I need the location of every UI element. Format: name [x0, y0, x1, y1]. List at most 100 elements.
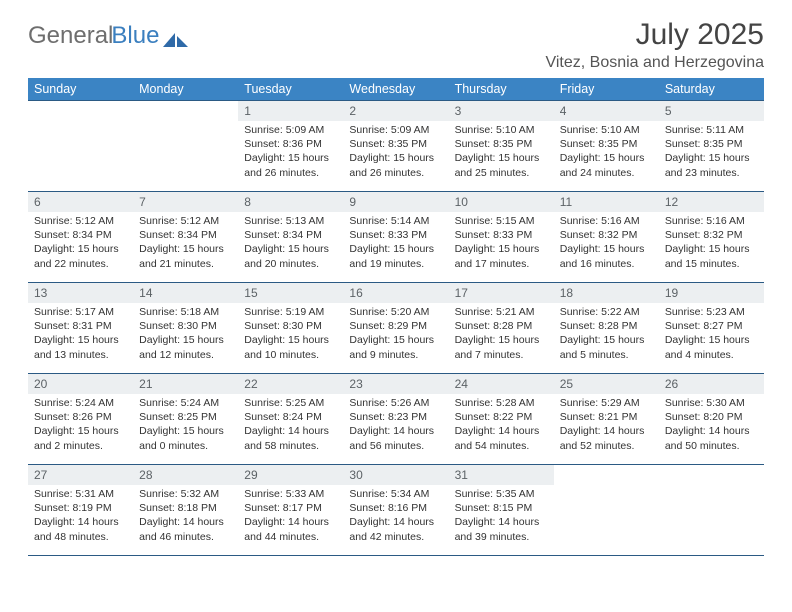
- weekday-sunday: Sunday: [28, 78, 133, 101]
- weekday-tuesday: Tuesday: [238, 78, 343, 101]
- day-number-cell: 2: [343, 101, 448, 122]
- sunrise-text: Sunrise: 5:26 AM: [349, 396, 442, 410]
- sunrise-text: Sunrise: 5:21 AM: [455, 305, 548, 319]
- day-content-cell: Sunrise: 5:31 AMSunset: 8:19 PMDaylight:…: [28, 485, 133, 556]
- sunrise-text: Sunrise: 5:12 AM: [139, 214, 232, 228]
- sunset-text: Sunset: 8:32 PM: [665, 228, 758, 242]
- brand-name-2: Blue: [111, 22, 159, 50]
- day-number-cell: [133, 101, 238, 122]
- day-content-cell: Sunrise: 5:13 AMSunset: 8:34 PMDaylight:…: [238, 212, 343, 283]
- sunrise-text: Sunrise: 5:33 AM: [244, 487, 337, 501]
- sunrise-text: Sunrise: 5:18 AM: [139, 305, 232, 319]
- day-number-cell: 8: [238, 192, 343, 213]
- day-number-row: 20212223242526: [28, 374, 764, 395]
- day-number-cell: 13: [28, 283, 133, 304]
- sunset-text: Sunset: 8:19 PM: [34, 501, 127, 515]
- daylight-text: Daylight: 15 hours and 7 minutes.: [455, 333, 548, 361]
- daylight-text: Daylight: 14 hours and 56 minutes.: [349, 424, 442, 452]
- daylight-text: Daylight: 15 hours and 17 minutes.: [455, 242, 548, 270]
- sunrise-text: Sunrise: 5:24 AM: [34, 396, 127, 410]
- location: Vitez, Bosnia and Herzegovina: [545, 54, 764, 72]
- title-block: July 2025 Vitez, Bosnia and Herzegovina: [545, 18, 764, 72]
- sunrise-text: Sunrise: 5:35 AM: [455, 487, 548, 501]
- sunrise-text: Sunrise: 5:09 AM: [349, 123, 442, 137]
- daylight-text: Daylight: 15 hours and 25 minutes.: [455, 151, 548, 179]
- day-number-row: 12345: [28, 101, 764, 122]
- daylight-text: Daylight: 14 hours and 50 minutes.: [665, 424, 758, 452]
- day-content-cell: [133, 121, 238, 192]
- daylight-text: Daylight: 15 hours and 4 minutes.: [665, 333, 758, 361]
- day-content-cell: Sunrise: 5:12 AMSunset: 8:34 PMDaylight:…: [133, 212, 238, 283]
- daylight-text: Daylight: 15 hours and 2 minutes.: [34, 424, 127, 452]
- daylight-text: Daylight: 14 hours and 54 minutes.: [455, 424, 548, 452]
- day-number-cell: 12: [659, 192, 764, 213]
- day-content-row: Sunrise: 5:09 AMSunset: 8:36 PMDaylight:…: [28, 121, 764, 192]
- day-number-cell: 26: [659, 374, 764, 395]
- day-content-cell: Sunrise: 5:35 AMSunset: 8:15 PMDaylight:…: [449, 485, 554, 556]
- sunset-text: Sunset: 8:18 PM: [139, 501, 232, 515]
- sunrise-text: Sunrise: 5:11 AM: [665, 123, 758, 137]
- day-number-cell: 6: [28, 192, 133, 213]
- day-content-cell: Sunrise: 5:20 AMSunset: 8:29 PMDaylight:…: [343, 303, 448, 374]
- sunrise-text: Sunrise: 5:34 AM: [349, 487, 442, 501]
- day-content-cell: Sunrise: 5:28 AMSunset: 8:22 PMDaylight:…: [449, 394, 554, 465]
- day-content-cell: Sunrise: 5:09 AMSunset: 8:36 PMDaylight:…: [238, 121, 343, 192]
- day-number-cell: 11: [554, 192, 659, 213]
- day-content-row: Sunrise: 5:31 AMSunset: 8:19 PMDaylight:…: [28, 485, 764, 556]
- day-number-row: 6789101112: [28, 192, 764, 213]
- daylight-text: Daylight: 15 hours and 23 minutes.: [665, 151, 758, 179]
- sunset-text: Sunset: 8:28 PM: [560, 319, 653, 333]
- sunrise-text: Sunrise: 5:17 AM: [34, 305, 127, 319]
- day-content-cell: Sunrise: 5:25 AMSunset: 8:24 PMDaylight:…: [238, 394, 343, 465]
- sunrise-text: Sunrise: 5:09 AM: [244, 123, 337, 137]
- day-content-cell: Sunrise: 5:19 AMSunset: 8:30 PMDaylight:…: [238, 303, 343, 374]
- daylight-text: Daylight: 15 hours and 5 minutes.: [560, 333, 653, 361]
- daylight-text: Daylight: 14 hours and 58 minutes.: [244, 424, 337, 452]
- day-number-cell: 1: [238, 101, 343, 122]
- sunrise-text: Sunrise: 5:13 AM: [244, 214, 337, 228]
- day-content-cell: Sunrise: 5:11 AMSunset: 8:35 PMDaylight:…: [659, 121, 764, 192]
- sunset-text: Sunset: 8:28 PM: [455, 319, 548, 333]
- day-number-cell: 15: [238, 283, 343, 304]
- day-number-cell: 7: [133, 192, 238, 213]
- day-number-cell: 16: [343, 283, 448, 304]
- day-content-cell: [659, 485, 764, 556]
- daylight-text: Daylight: 15 hours and 26 minutes.: [244, 151, 337, 179]
- day-content-cell: Sunrise: 5:16 AMSunset: 8:32 PMDaylight:…: [554, 212, 659, 283]
- sunset-text: Sunset: 8:35 PM: [665, 137, 758, 151]
- weekday-saturday: Saturday: [659, 78, 764, 101]
- sunrise-text: Sunrise: 5:23 AM: [665, 305, 758, 319]
- sunset-text: Sunset: 8:34 PM: [139, 228, 232, 242]
- sunset-text: Sunset: 8:35 PM: [349, 137, 442, 151]
- brand-sail-icon: [161, 27, 189, 45]
- header: GeneralBlue July 2025 Vitez, Bosnia and …: [28, 18, 764, 72]
- sunset-text: Sunset: 8:27 PM: [665, 319, 758, 333]
- sunset-text: Sunset: 8:24 PM: [244, 410, 337, 424]
- sunrise-text: Sunrise: 5:25 AM: [244, 396, 337, 410]
- day-content-cell: Sunrise: 5:12 AMSunset: 8:34 PMDaylight:…: [28, 212, 133, 283]
- sunset-text: Sunset: 8:15 PM: [455, 501, 548, 515]
- sunset-text: Sunset: 8:30 PM: [139, 319, 232, 333]
- sunset-text: Sunset: 8:34 PM: [34, 228, 127, 242]
- day-content-cell: Sunrise: 5:14 AMSunset: 8:33 PMDaylight:…: [343, 212, 448, 283]
- weekday-thursday: Thursday: [449, 78, 554, 101]
- sunrise-text: Sunrise: 5:16 AM: [560, 214, 653, 228]
- daylight-text: Daylight: 15 hours and 0 minutes.: [139, 424, 232, 452]
- daylight-text: Daylight: 15 hours and 20 minutes.: [244, 242, 337, 270]
- day-content-cell: [28, 121, 133, 192]
- daylight-text: Daylight: 15 hours and 9 minutes.: [349, 333, 442, 361]
- day-number-cell: 17: [449, 283, 554, 304]
- day-number-cell: 31: [449, 465, 554, 486]
- day-number-cell: 25: [554, 374, 659, 395]
- day-content-cell: Sunrise: 5:22 AMSunset: 8:28 PMDaylight:…: [554, 303, 659, 374]
- day-content-row: Sunrise: 5:17 AMSunset: 8:31 PMDaylight:…: [28, 303, 764, 374]
- daylight-text: Daylight: 15 hours and 24 minutes.: [560, 151, 653, 179]
- sunrise-text: Sunrise: 5:31 AM: [34, 487, 127, 501]
- sunrise-text: Sunrise: 5:16 AM: [665, 214, 758, 228]
- sunrise-text: Sunrise: 5:19 AM: [244, 305, 337, 319]
- daylight-text: Daylight: 15 hours and 26 minutes.: [349, 151, 442, 179]
- sunrise-text: Sunrise: 5:14 AM: [349, 214, 442, 228]
- day-number-cell: 20: [28, 374, 133, 395]
- day-content-row: Sunrise: 5:12 AMSunset: 8:34 PMDaylight:…: [28, 212, 764, 283]
- day-content-cell: Sunrise: 5:24 AMSunset: 8:26 PMDaylight:…: [28, 394, 133, 465]
